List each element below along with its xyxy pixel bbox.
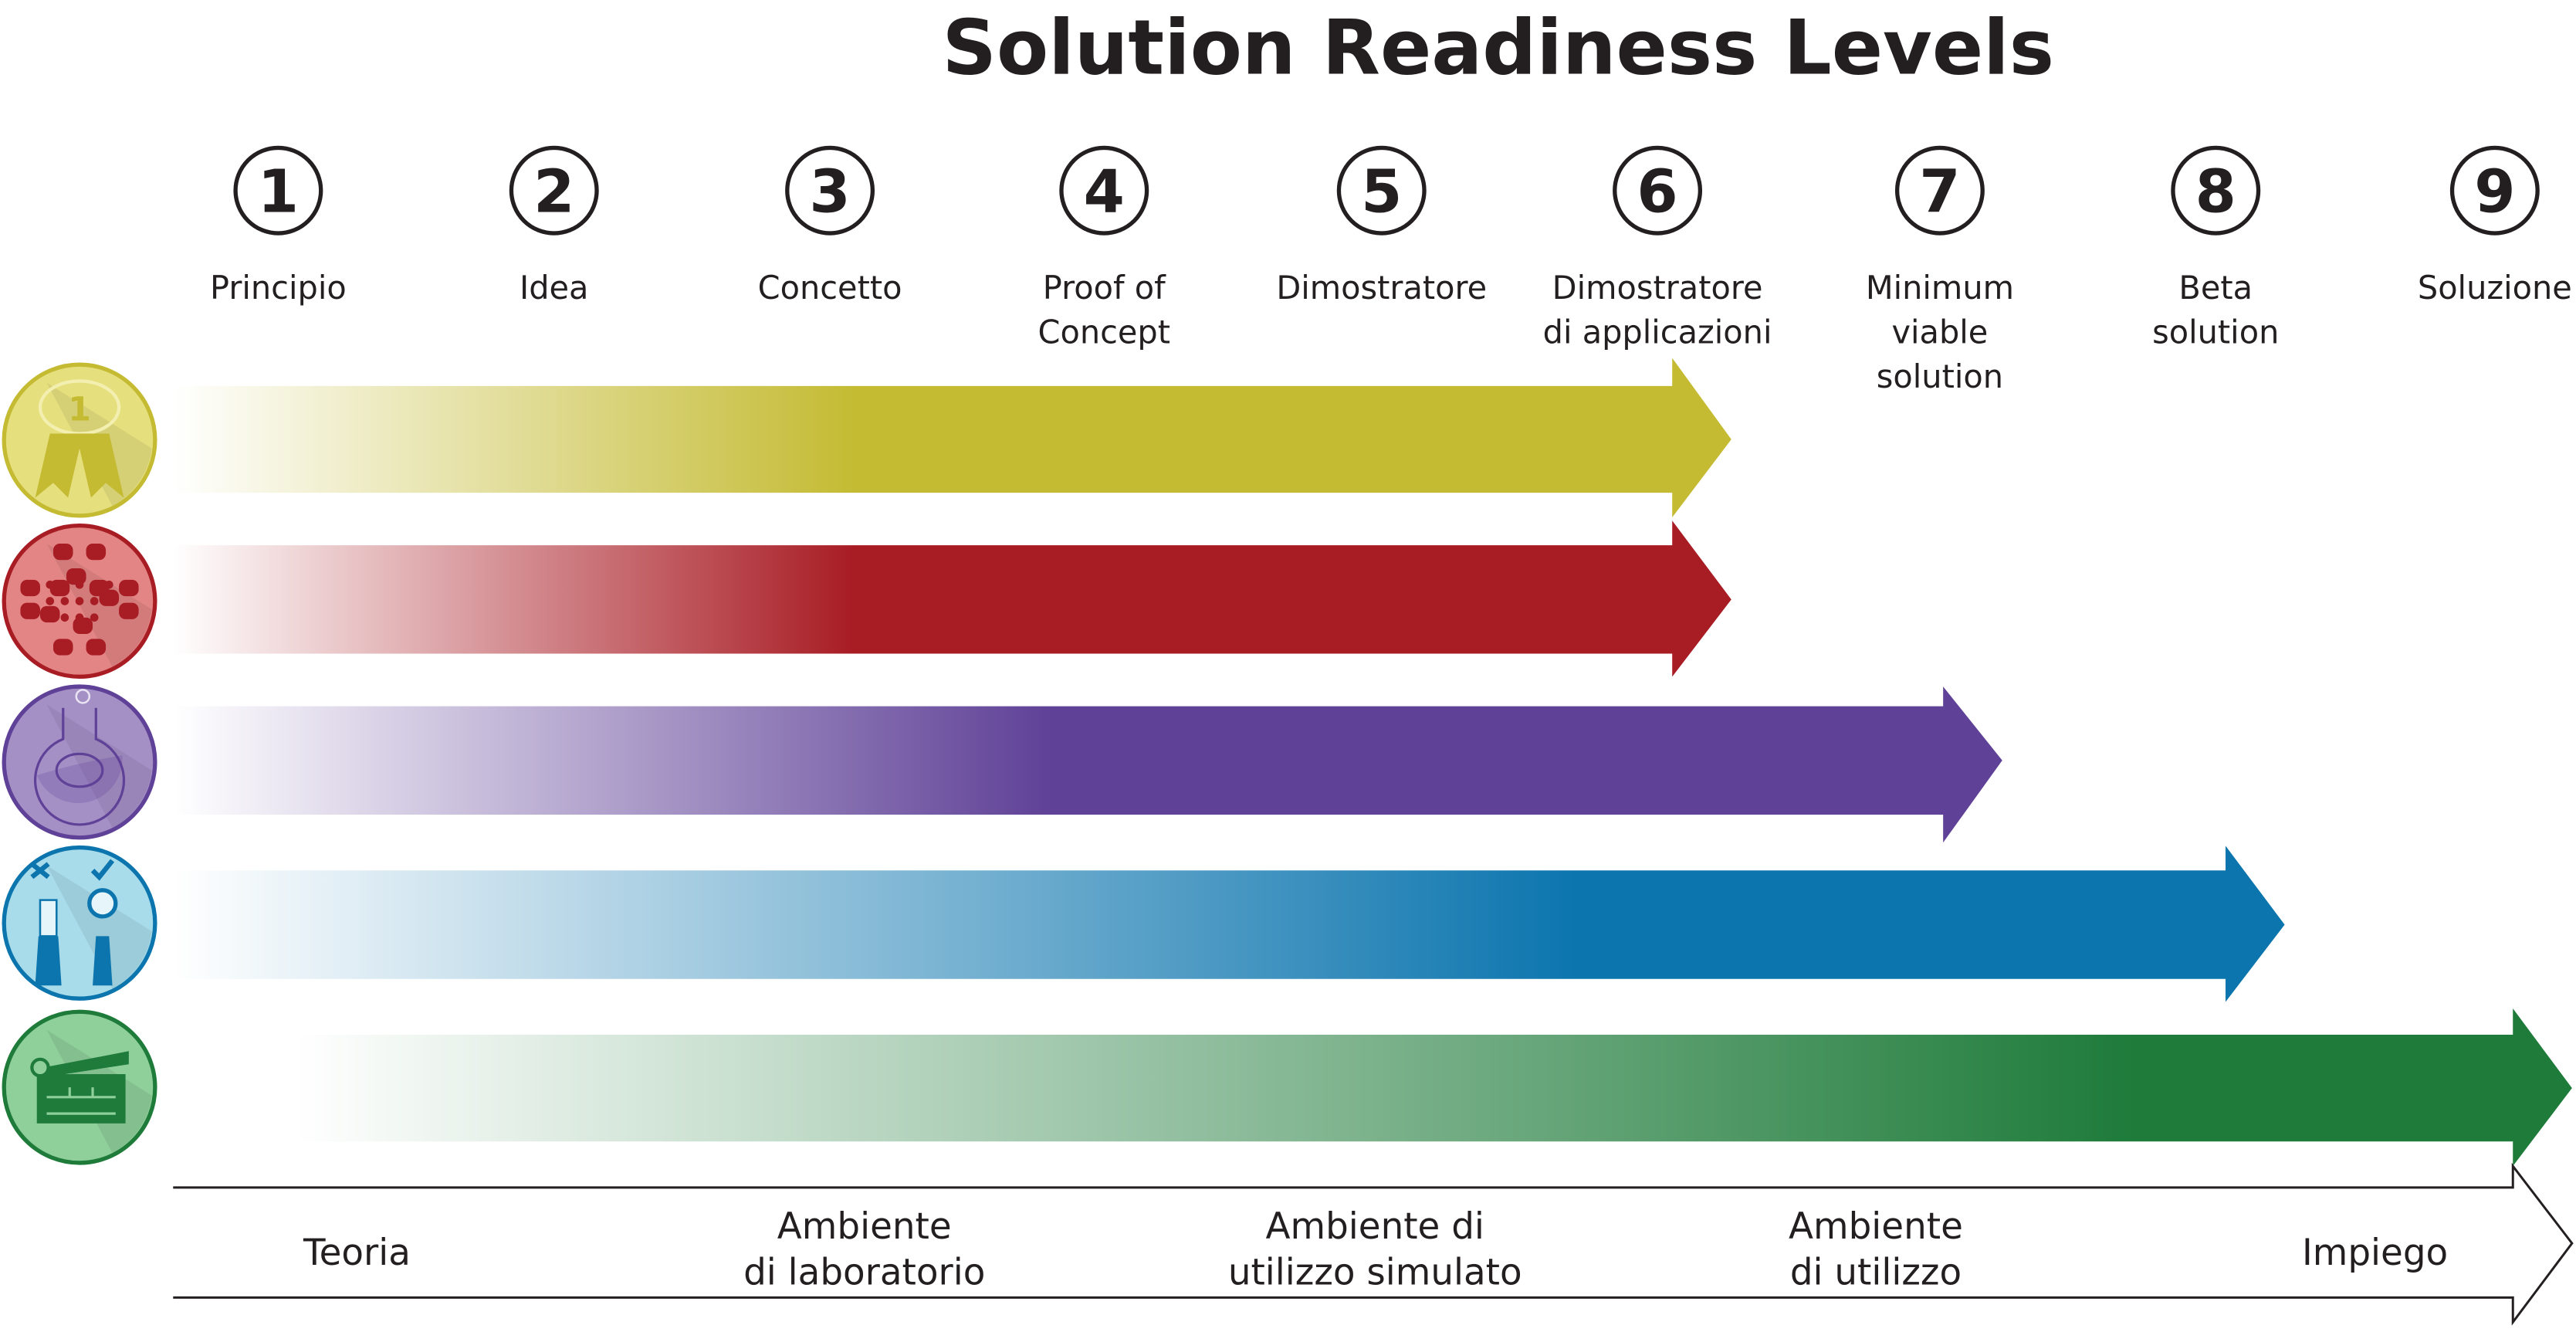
level-label: Beta [2178, 269, 2253, 307]
environment-label: Ambiente [777, 1206, 952, 1248]
track-1: 1 [2, 358, 1731, 518]
svg-text:1: 1 [68, 391, 91, 429]
level-8: 8 Beta solution [2152, 145, 2279, 351]
track-4 [2, 845, 2285, 1002]
track-2 [2, 520, 1731, 679]
level-number-circle [785, 145, 875, 236]
environment-label: Impiego [2302, 1232, 2448, 1274]
level-number: 5 [1361, 158, 1402, 226]
puzzle-pattern-icon [2, 523, 157, 679]
level-number: 7 [1919, 158, 1960, 226]
level-3: 3 Concetto [758, 145, 902, 307]
environment-label: di utilizzo [1790, 1252, 1962, 1293]
level-label: solution [1877, 358, 2003, 395]
level-label: Dimostratore [1552, 269, 1763, 307]
level-number-circle [1059, 145, 1149, 236]
level-label: Principio [210, 269, 347, 307]
level-label: Minimum [1866, 269, 2014, 307]
track-arrow [173, 358, 1731, 518]
environment-label: utilizzo simulato [1228, 1252, 1522, 1293]
level-label: Idea [520, 269, 588, 307]
level-1: 1 Principio [210, 145, 347, 307]
track-arrow [173, 846, 2285, 1002]
environment-label: Ambiente di [1266, 1206, 1484, 1248]
level-label: Dimostratore [1276, 269, 1487, 307]
level-7: 7 Minimum viable solution [1866, 145, 2014, 395]
level-label: Proof of [1043, 269, 1166, 307]
track-arrow [296, 1008, 2572, 1167]
level-number-circle [2449, 145, 2540, 236]
tools-check-icon [2, 845, 157, 1001]
track-arrow [173, 686, 2002, 843]
level-number: 4 [1084, 158, 1125, 226]
environment-label: Ambiente [1789, 1206, 1963, 1248]
level-number: 3 [809, 158, 850, 226]
level-label: viable [1891, 314, 1988, 351]
level-label: di applicazioni [1543, 314, 1772, 351]
environment-label: Teoria [303, 1232, 411, 1274]
level-number: 9 [2474, 158, 2515, 226]
level-label: solution [2152, 314, 2279, 351]
level-number-circle [2171, 145, 2261, 236]
level-number-circle [1894, 145, 1985, 236]
page-title: Solution Readiness Levels [943, 5, 2054, 93]
level-4: 4 Proof of Concept [1038, 145, 1171, 351]
level-label: Soluzione [2418, 269, 2572, 307]
level-header: 1 Principio 2 Idea 3 Concetto 4 Proof of Concept… [210, 145, 2572, 395]
level-label: Concept [1038, 314, 1171, 351]
level-9: 9 Soluzione [2418, 145, 2572, 307]
level-6: 6 Dimostratore di applicazioni [1543, 145, 1772, 351]
award-brain-icon: 1 [2, 362, 157, 518]
level-label: Concetto [758, 269, 902, 307]
environment-arrow-outline [173, 1162, 2574, 1326]
level-number-circle [233, 145, 323, 236]
environment-label: di laboratorio [743, 1252, 985, 1293]
level-number: 1 [258, 158, 299, 226]
level-number-circle [1336, 145, 1427, 236]
level-number: 8 [2195, 158, 2236, 226]
level-number: 2 [533, 158, 574, 226]
level-5: 5 Dimostratore [1276, 145, 1487, 307]
level-number-circle [1613, 145, 1703, 236]
clapperboard-icon [2, 1009, 157, 1165]
level-2: 2 Idea [509, 145, 599, 307]
flask-brain-icon [2, 684, 157, 840]
track-3 [2, 684, 2002, 843]
level-number: 6 [1637, 158, 1677, 226]
track-5 [2, 1008, 2572, 1167]
track-arrow [173, 520, 1731, 677]
level-number-circle [509, 145, 599, 236]
readiness-tracks: 1 [2, 358, 2572, 1167]
